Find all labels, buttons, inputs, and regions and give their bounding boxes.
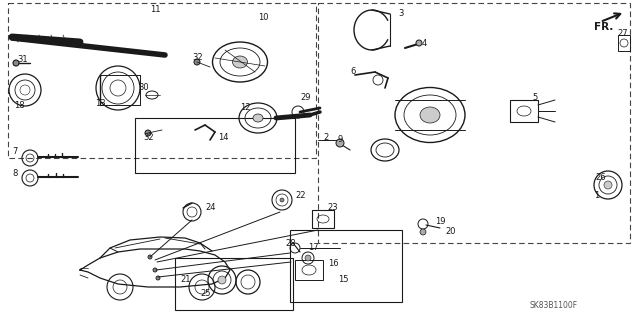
Text: 14: 14: [218, 133, 228, 143]
Ellipse shape: [420, 107, 440, 123]
Text: 15: 15: [338, 276, 349, 285]
Text: 13: 13: [95, 100, 106, 108]
Text: 8: 8: [12, 168, 17, 177]
Text: 26: 26: [595, 174, 605, 182]
Ellipse shape: [232, 56, 248, 68]
Text: FR.: FR.: [594, 22, 613, 32]
Text: 31: 31: [17, 56, 28, 64]
Text: 2: 2: [323, 132, 328, 142]
Text: 25: 25: [200, 288, 211, 298]
Text: 1: 1: [594, 191, 599, 201]
Bar: [8, 3, 316, 158]
Text: 27: 27: [617, 28, 628, 38]
Text: 12: 12: [240, 103, 250, 113]
Circle shape: [145, 130, 151, 136]
Text: 29: 29: [300, 93, 310, 102]
Text: 18: 18: [14, 101, 24, 110]
Text: 22: 22: [295, 190, 305, 199]
Text: 21: 21: [180, 276, 191, 285]
Text: 32: 32: [143, 133, 154, 143]
Text: 5: 5: [532, 93, 537, 102]
Bar: [618, 35, 630, 51]
Text: 7: 7: [12, 147, 17, 157]
Ellipse shape: [253, 114, 263, 122]
Circle shape: [156, 276, 160, 280]
Text: 24: 24: [205, 204, 216, 212]
Circle shape: [420, 229, 426, 235]
Circle shape: [218, 276, 226, 284]
Bar: [510, 100, 538, 122]
Text: 10: 10: [258, 12, 269, 21]
Text: SK83B1100F: SK83B1100F: [530, 301, 578, 310]
Text: 9: 9: [338, 136, 343, 145]
Text: 4: 4: [422, 39, 428, 48]
Text: 20: 20: [445, 226, 456, 235]
Bar: [312, 210, 334, 228]
Circle shape: [305, 255, 311, 261]
Circle shape: [13, 60, 19, 66]
Circle shape: [153, 268, 157, 272]
Text: 28: 28: [285, 240, 296, 249]
Text: 32: 32: [192, 53, 203, 62]
Bar: [135, 118, 295, 173]
Text: 6: 6: [350, 68, 355, 77]
Circle shape: [604, 181, 612, 189]
Text: 23: 23: [327, 203, 338, 211]
Bar: [290, 230, 402, 302]
Circle shape: [148, 255, 152, 259]
Text: 16: 16: [328, 258, 339, 268]
Text: 11: 11: [150, 5, 161, 14]
Text: 19: 19: [435, 218, 445, 226]
Circle shape: [280, 198, 284, 202]
Circle shape: [194, 59, 200, 65]
Bar: [175, 258, 293, 310]
Text: 30: 30: [138, 84, 148, 93]
Text: 3: 3: [398, 10, 403, 19]
Circle shape: [336, 139, 344, 147]
Bar: [318, 3, 630, 243]
Text: 17: 17: [308, 243, 319, 253]
Bar: [295, 260, 323, 280]
Circle shape: [416, 40, 422, 46]
